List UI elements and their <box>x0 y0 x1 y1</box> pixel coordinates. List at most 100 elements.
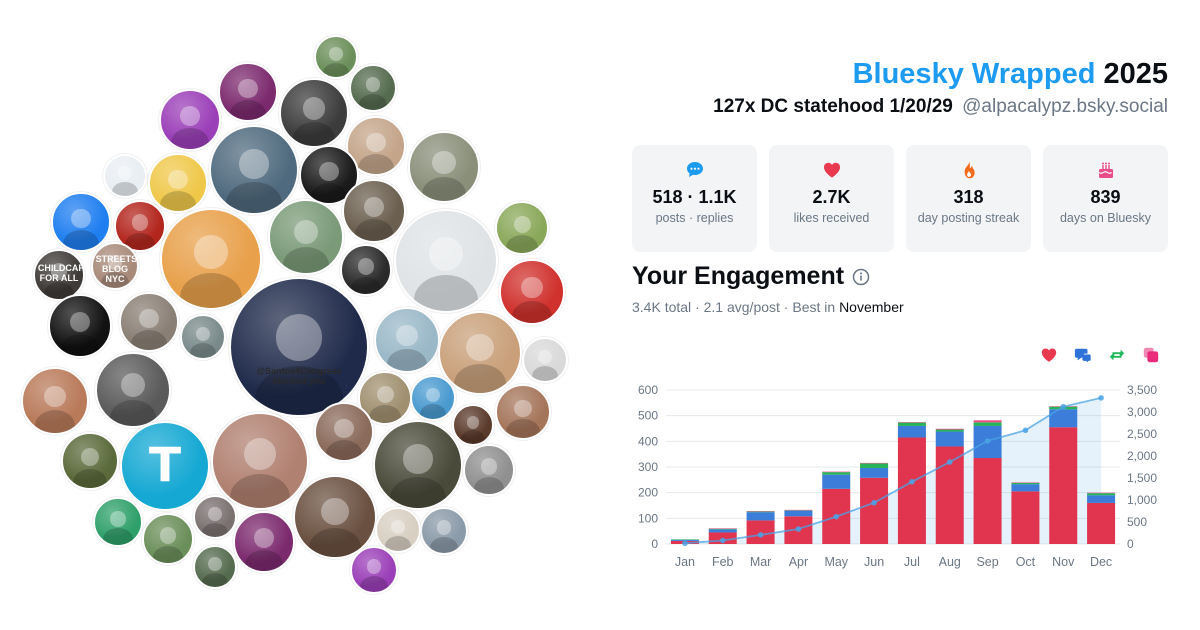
bar-segment <box>784 509 813 511</box>
avatar-face <box>107 255 123 271</box>
y-tick-label: 600 <box>638 383 658 397</box>
cumulative-point <box>833 513 840 520</box>
avatar-shoulder <box>179 272 243 308</box>
avatar[interactable]: T <box>120 421 210 511</box>
avatar[interactable] <box>160 208 262 310</box>
stats-row: 518 · 1.1K posts · replies 2.7K likes re… <box>632 145 1168 252</box>
avatar[interactable] <box>114 200 166 252</box>
avatar[interactable] <box>349 64 397 112</box>
y-tick-label: 500 <box>638 409 658 423</box>
avatar[interactable] <box>350 546 398 594</box>
y2-tick-label: 3,500 <box>1127 383 1157 397</box>
avatar-shoulder <box>311 182 347 203</box>
avatar-face <box>334 418 354 438</box>
avatar[interactable] <box>193 495 237 539</box>
avatar[interactable] <box>51 192 111 252</box>
y2-tick-label: 3,000 <box>1127 405 1157 419</box>
avatar[interactable] <box>495 384 551 440</box>
avatar[interactable] <box>452 404 494 446</box>
avatar-face <box>357 258 375 275</box>
avatar[interactable] <box>463 444 515 496</box>
avatar[interactable] <box>211 412 309 510</box>
avatar[interactable] <box>193 545 237 589</box>
avatar[interactable] <box>95 352 171 428</box>
cumulative-point <box>719 537 726 544</box>
avatar[interactable] <box>21 367 89 435</box>
avatar[interactable] <box>340 244 392 296</box>
avatar[interactable] <box>209 125 299 215</box>
avatar-shoulder <box>63 229 99 250</box>
avatar[interactable] <box>438 311 522 395</box>
avatar[interactable] <box>495 201 549 255</box>
avatar-face <box>208 507 222 521</box>
x-tick-label: May <box>824 555 848 569</box>
avatar[interactable] <box>314 35 358 79</box>
avatar[interactable] <box>218 62 278 122</box>
avatar[interactable] <box>410 375 456 421</box>
avatar[interactable]: @Santos4Congress blocked you <box>229 277 369 417</box>
cumulative-line <box>684 396 1102 545</box>
stat-label: day posting streak <box>917 211 1020 225</box>
avatar[interactable] <box>159 89 221 151</box>
avatar[interactable] <box>314 402 374 462</box>
avatar-shoulder <box>473 476 505 494</box>
avatar[interactable] <box>93 497 143 547</box>
avatar-face <box>429 237 463 271</box>
bar-segment <box>1087 492 1116 494</box>
avatar-shoulder <box>369 405 401 423</box>
stat-value: 839 <box>1090 187 1121 207</box>
avatar-shoulder <box>292 122 336 146</box>
reply-icon <box>1074 346 1092 364</box>
avatar[interactable] <box>375 507 421 553</box>
avatar-face <box>168 169 188 189</box>
info-icon[interactable] <box>852 268 870 286</box>
avatar-face <box>329 47 343 61</box>
chart-legend <box>1040 346 1168 368</box>
avatar[interactable] <box>408 131 480 203</box>
avatar[interactable] <box>180 314 226 360</box>
avatar[interactable] <box>293 475 377 559</box>
avatar[interactable]: STREETS BLOG NYC <box>91 242 139 290</box>
avatar[interactable] <box>374 307 440 373</box>
avatar-face <box>302 97 326 120</box>
avatar[interactable] <box>268 199 344 275</box>
avatar-shoulder <box>131 329 167 350</box>
avatar-face <box>366 132 386 152</box>
avatar[interactable]: CHILDCARE FOR ALL <box>33 249 85 301</box>
bar-segment <box>897 422 926 426</box>
bar-segment <box>822 472 851 475</box>
avatar[interactable] <box>142 513 194 565</box>
avatar[interactable] <box>103 154 147 198</box>
avatar-shoulder <box>112 181 138 196</box>
avatar-text-streetsblog: STREETS BLOG NYC <box>95 253 138 284</box>
avatar[interactable] <box>342 179 406 243</box>
stat-value: 318 <box>953 187 984 207</box>
avatar-shoulder <box>202 572 228 587</box>
bar-segment <box>746 511 775 512</box>
avatar[interactable] <box>373 420 463 510</box>
engagement-avg: 2.1 avg/post <box>703 299 780 315</box>
stat-value: 2.7K <box>812 187 851 207</box>
avatar[interactable] <box>233 511 295 573</box>
avatar-face <box>275 314 323 361</box>
avatar-face <box>239 149 269 179</box>
cumulative-point <box>1022 427 1029 434</box>
engagement-total-label: total <box>664 299 692 315</box>
avatar[interactable] <box>394 209 498 313</box>
y2-tick-label: 1,500 <box>1127 471 1157 485</box>
avatar[interactable] <box>61 432 119 490</box>
avatar[interactable] <box>279 78 349 148</box>
avatar[interactable] <box>148 153 208 213</box>
avatar[interactable] <box>499 259 565 325</box>
avatar[interactable] <box>119 292 179 352</box>
avatar-shoulder <box>358 94 388 110</box>
avatar-initial: T <box>148 438 182 494</box>
avatar[interactable] <box>420 507 468 555</box>
avatar-face <box>513 216 531 233</box>
avatar[interactable] <box>522 337 568 383</box>
avatar-shoulder <box>60 334 100 356</box>
avatar-shoulder <box>422 176 466 201</box>
bar-segment <box>1087 495 1116 503</box>
avatar-face <box>194 235 228 269</box>
avatar[interactable] <box>48 294 112 358</box>
